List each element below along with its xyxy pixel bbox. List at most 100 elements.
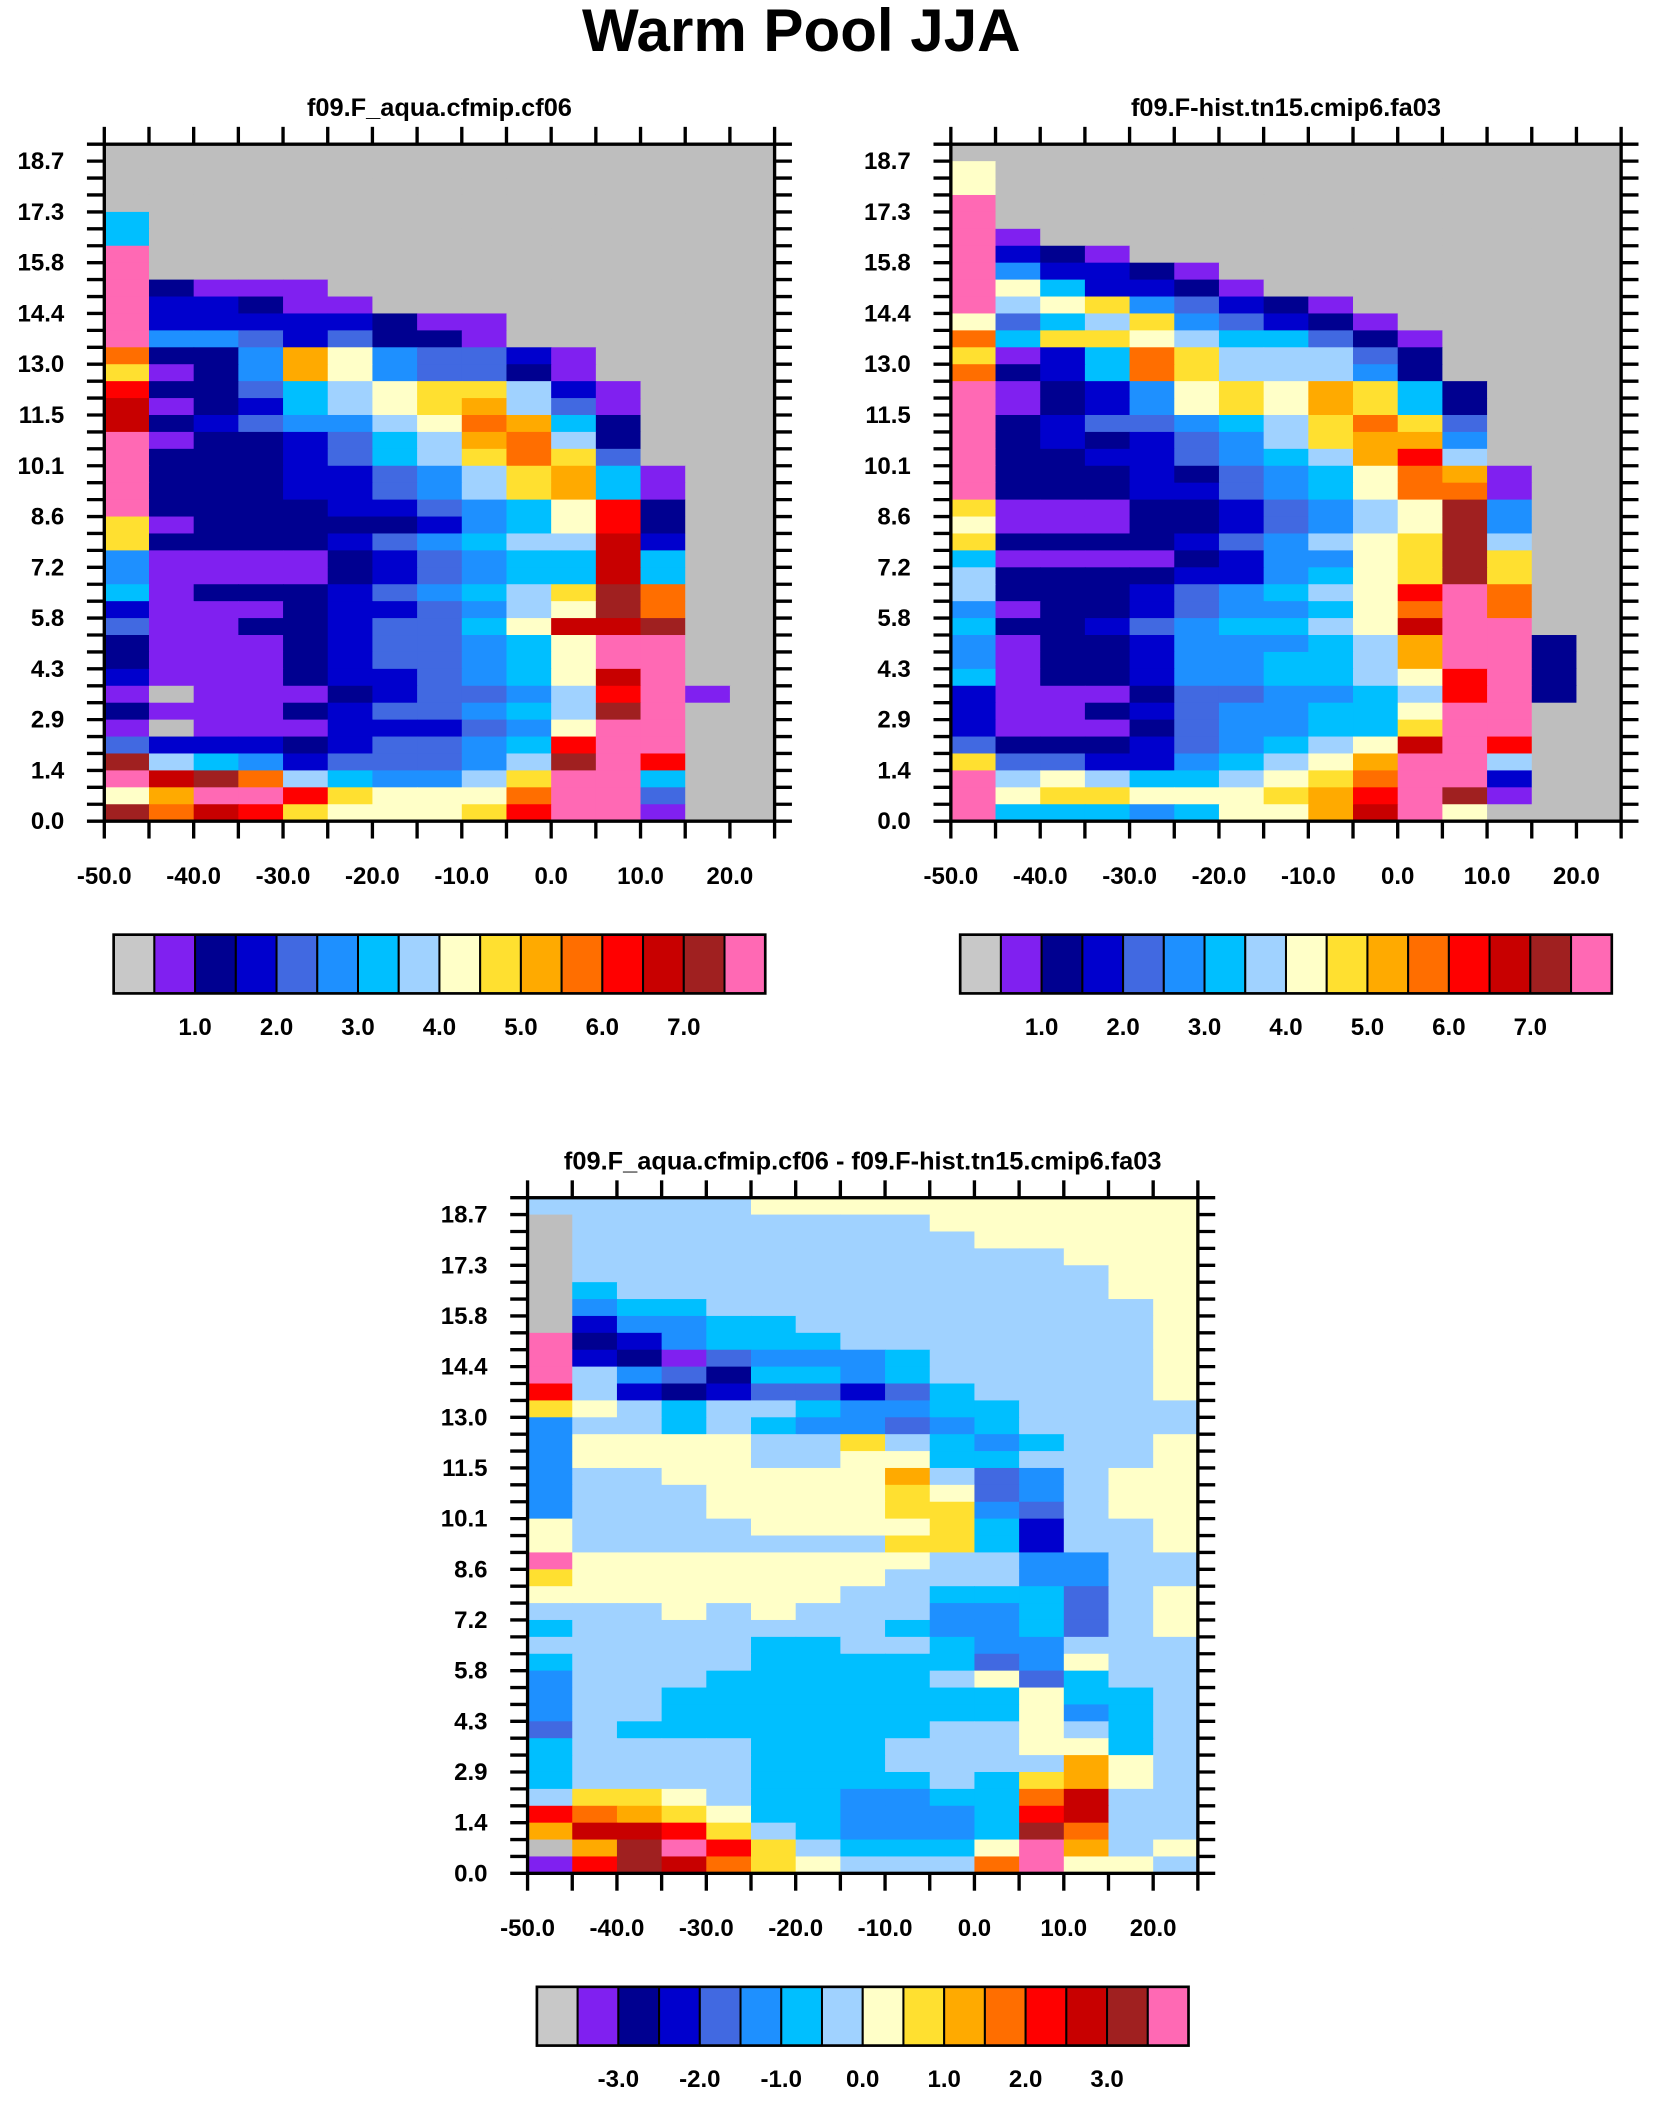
heatmap-cell [929,1839,975,1857]
heatmap-cell [729,753,776,771]
heatmap-cell [1129,313,1175,331]
heatmap-cell [551,618,597,636]
heatmap-cell [1487,194,1533,213]
heatmap-cell [706,1282,752,1300]
heatmap-cell [974,1586,1020,1604]
heatmap-cell [885,1366,931,1385]
heatmap-cell [1531,685,1577,704]
heatmap-cell [1019,1856,1065,1874]
heatmap-cell [795,1535,841,1553]
heatmap-cell [840,1248,886,1266]
heatmap-cell [417,144,463,162]
heatmap-cell [148,398,195,416]
heatmap-cell [1019,1248,1065,1266]
heatmap-cell [461,601,508,619]
heatmap-cell [327,414,373,433]
heatmap-cell [148,313,195,331]
heatmap-cell [572,1265,618,1283]
heatmap-cell [1487,651,1533,670]
heatmap-cell [104,279,150,298]
heatmap-cell [1108,1619,1154,1638]
heatmap-cell [193,161,239,179]
heatmap-cell [527,1282,573,1300]
heatmap-cell [685,178,731,196]
heatmap-cell [1153,1569,1199,1587]
heatmap-cell [950,482,997,501]
heatmap-cell [372,804,418,822]
heatmap-cell [461,414,508,433]
heatmap-cell [417,381,463,399]
heatmap-cell [1487,567,1533,585]
heatmap-cell [1442,702,1488,721]
heatmap-cell [1218,161,1265,179]
heatmap-cell [1263,398,1309,416]
heatmap-cell [283,651,329,670]
heatmap-cell [616,1805,663,1824]
heatmap-cell [661,1315,707,1334]
heatmap-cell [1174,550,1220,568]
heatmap-cell [751,1552,797,1570]
heatmap-cell [751,1366,797,1385]
heatmap-cell [1129,618,1175,636]
heatmap-cell [417,465,463,484]
colorbar-box [1146,1985,1190,2047]
heatmap-cell [1040,736,1086,755]
heatmap-cell [1153,1839,1199,1857]
heatmap-cell [1353,313,1399,331]
heatmap-cell [1063,1332,1110,1351]
heatmap-cell [1063,1349,1110,1368]
heatmap-cell [640,296,686,314]
colorbar-box [1570,933,1613,995]
heatmap-cell [729,144,776,162]
heatmap-cell [1129,635,1175,653]
heatmap-cell [974,1805,1020,1824]
heatmap-cell [795,1231,841,1249]
heatmap-cell [193,330,239,348]
colorbar-box [739,1985,783,2047]
heatmap-cell [929,1417,975,1435]
heatmap-cell [929,1265,975,1283]
heatmap-cell [551,550,597,568]
heatmap-cell [1084,296,1131,314]
colorbar-box [1488,933,1532,995]
heatmap-cell [751,1755,797,1773]
heatmap-cell [1174,601,1220,619]
heatmap-cell [104,364,150,382]
heatmap-cell [148,804,195,822]
heatmap-cell [1153,1332,1199,1351]
heatmap-cell [1040,431,1086,450]
heatmap-cell [551,398,597,416]
heatmap-cell [1353,347,1399,365]
heatmap-cell [1531,753,1577,771]
heatmap-cell [1397,685,1443,704]
heatmap-cell [751,1197,797,1216]
heatmap-cell [1218,719,1265,738]
heatmap-cell [104,601,150,619]
colorbar-box [1122,933,1165,995]
heatmap-cell [640,211,686,230]
heatmap-cell [1019,1670,1065,1689]
heatmap-cell [238,431,284,450]
colorbar-box [1081,933,1125,995]
heatmap-cell [1063,1653,1110,1672]
heatmap-cell [1174,787,1220,805]
heatmap-cell [840,1282,886,1300]
heatmap-cell [1040,211,1086,230]
heatmap-cell [685,635,731,653]
heatmap-cell [1442,211,1488,230]
heatmap-cell [1487,228,1533,247]
heatmap-cell [572,1315,618,1334]
heatmap-cell [974,1299,1020,1317]
heatmap-cell [706,1315,752,1334]
heatmap-cell [950,499,997,518]
heatmap-cell [461,685,508,704]
heatmap-cell [1397,211,1443,230]
heatmap-cell [1129,719,1175,738]
heatmap-cell [729,330,776,348]
heatmap-cell [1084,651,1131,670]
x-tick-label: -40.0 [590,1915,645,1942]
heatmap-cell [640,262,686,281]
colorbar-box [275,933,319,995]
heatmap-cell [1487,668,1533,687]
colorbar-label: 6.0 [1432,1014,1465,1041]
